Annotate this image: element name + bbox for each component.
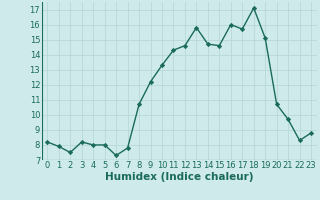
X-axis label: Humidex (Indice chaleur): Humidex (Indice chaleur) (105, 172, 253, 182)
